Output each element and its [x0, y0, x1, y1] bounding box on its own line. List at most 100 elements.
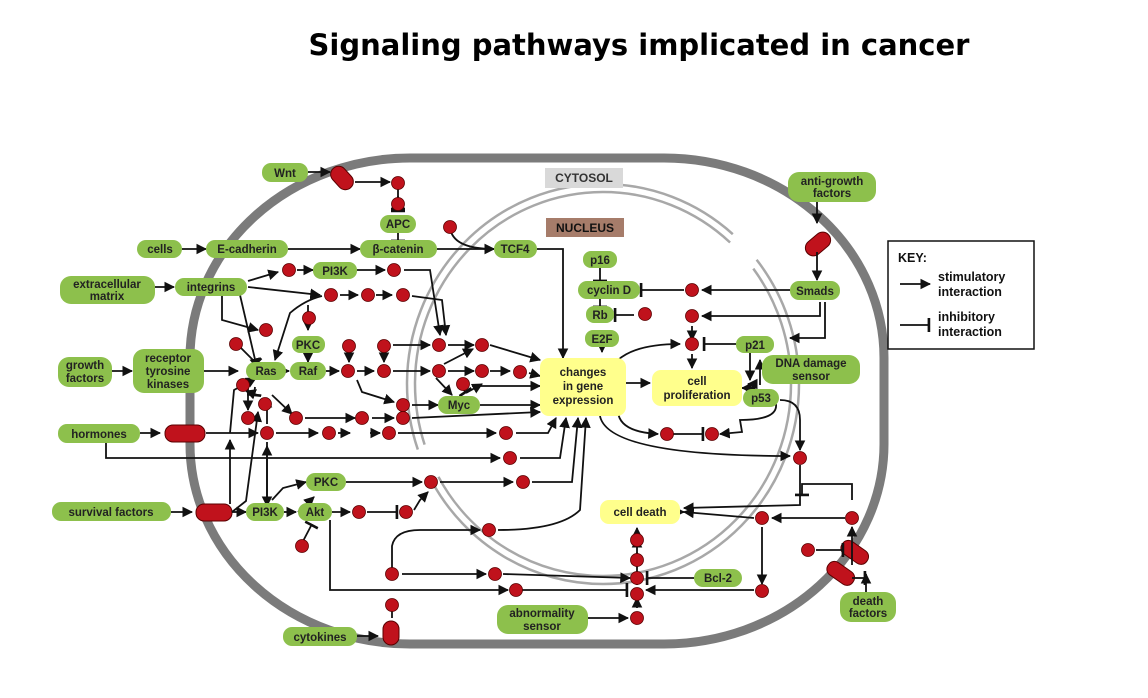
survival-factors-node: survival factors — [52, 502, 171, 521]
svg-text:Bcl-2: Bcl-2 — [704, 573, 732, 585]
svg-text:cells: cells — [147, 244, 173, 256]
receptors — [164, 165, 870, 646]
svg-text:in gene: in gene — [563, 381, 603, 393]
svg-text:Myc: Myc — [448, 400, 471, 412]
p16-node: p16 — [583, 251, 617, 268]
svg-text:cell death: cell death — [613, 507, 666, 519]
wnt-node: Wnt — [262, 163, 308, 182]
svg-text:cytokines: cytokines — [293, 632, 346, 644]
svg-text:matrix: matrix — [90, 291, 125, 303]
anti-growth-factors-node: anti-growth factors — [788, 172, 876, 202]
svg-text:PI3K: PI3K — [252, 507, 278, 519]
svg-text:extracellular: extracellular — [73, 279, 141, 291]
svg-text:factors: factors — [66, 373, 104, 385]
cytokine-receptor — [382, 620, 400, 646]
svg-text:p16: p16 — [590, 255, 610, 267]
beta-catenin-node: β-catenin — [360, 240, 437, 258]
cell-membrane — [185, 153, 889, 649]
cell-death-node: cell death — [600, 500, 680, 524]
cytokines-node: cytokines — [283, 627, 357, 646]
intermediate-nodes — [229, 176, 859, 625]
hormone-receptor — [164, 424, 206, 443]
rb-node: Rb — [586, 306, 614, 323]
dna-damage-sensor-node: DNA damage sensor — [762, 355, 860, 384]
svg-text:receptor: receptor — [145, 353, 192, 365]
svg-text:growth: growth — [66, 360, 104, 372]
pi3k-bottom-node: PI3K — [246, 503, 284, 521]
svg-text:Raf: Raf — [299, 366, 318, 378]
bcl-2-node: Bcl-2 — [694, 569, 742, 587]
legend-key: KEY: stimulatory interaction inhibitory … — [887, 240, 1035, 350]
svg-text:expression: expression — [553, 395, 614, 407]
cyclin-d-node: cyclin D — [578, 281, 640, 299]
svg-text:Wnt: Wnt — [274, 168, 296, 180]
growth-factors-node: growth factors — [58, 357, 112, 387]
svg-text:inhibitory: inhibitory — [938, 310, 995, 324]
svg-text:cell: cell — [687, 376, 706, 388]
integrins-node: integrins — [175, 278, 247, 296]
svg-text:Rb: Rb — [592, 310, 607, 322]
anti-growth-receptor — [804, 231, 832, 257]
tcf4-node: TCF4 — [494, 240, 537, 258]
svg-text:E-cadherin: E-cadherin — [217, 244, 276, 256]
raf-node: Raf — [290, 362, 326, 380]
svg-text:PKC: PKC — [296, 340, 320, 352]
akt-node: Akt — [298, 503, 332, 521]
svg-text:tyrosine: tyrosine — [146, 366, 191, 378]
svg-text:Akt: Akt — [306, 507, 325, 519]
changes-in-gene-expression-node: changes in gene expression — [540, 358, 626, 416]
svg-text:p53: p53 — [751, 393, 771, 405]
svg-text:survival factors: survival factors — [68, 507, 153, 519]
svg-text:factors: factors — [813, 188, 851, 200]
svg-text:kinases: kinases — [147, 379, 189, 391]
diagram-title: Signaling pathways implicated in cancer — [308, 28, 970, 62]
cell-proliferation-node: cell proliferation — [652, 370, 742, 406]
svg-text:interaction: interaction — [938, 285, 1002, 299]
cytosol-label: CYTOSOL — [545, 168, 623, 188]
myc-node: Myc — [438, 396, 480, 414]
nucleus-label: NUCLEUS — [546, 218, 624, 237]
p53-node: p53 — [743, 389, 779, 407]
svg-text:changes: changes — [560, 367, 607, 379]
svg-text:KEY:: KEY: — [898, 251, 927, 265]
e2f-node: E2F — [585, 330, 619, 347]
abnormality-sensor-node: abnormality sensor — [497, 605, 588, 634]
receptor-tyrosine-kinases-node: receptor tyrosine kinases — [133, 349, 204, 393]
death-receptor-b — [826, 560, 856, 586]
svg-text:β-catenin: β-catenin — [372, 244, 423, 256]
survival-receptor — [195, 503, 233, 522]
svg-text:proliferation: proliferation — [663, 390, 730, 402]
svg-text:interaction: interaction — [938, 325, 1002, 339]
e-cadherin-node: E-cadherin — [206, 240, 288, 258]
p21-node: p21 — [736, 336, 774, 353]
cells-node: cells — [137, 240, 182, 258]
svg-text:CYTOSOL: CYTOSOL — [555, 171, 613, 185]
svg-text:E2F: E2F — [591, 334, 612, 346]
svg-text:DNA damage: DNA damage — [775, 358, 846, 370]
svg-text:factors: factors — [849, 608, 887, 620]
extracellular-matrix-node: extracellular matrix — [60, 276, 155, 304]
svg-text:hormones: hormones — [71, 429, 127, 441]
smads-node: Smads — [790, 281, 840, 300]
svg-text:APC: APC — [386, 219, 410, 231]
svg-text:abnormality: abnormality — [509, 608, 575, 620]
pkc-top-node: PKC — [292, 336, 325, 353]
svg-text:Ras: Ras — [255, 366, 276, 378]
apc-node: APC — [380, 215, 416, 233]
svg-text:stimulatory: stimulatory — [938, 270, 1005, 284]
svg-text:anti-growth: anti-growth — [801, 176, 864, 188]
svg-text:death: death — [853, 596, 884, 608]
ras-node: Ras — [246, 362, 286, 380]
hormones-node: hormones — [58, 424, 140, 443]
wnt-receptor — [330, 165, 354, 191]
svg-text:PKC: PKC — [314, 477, 338, 489]
svg-text:integrins: integrins — [187, 282, 236, 294]
death-factors-node: death factors — [840, 592, 896, 622]
svg-text:cyclin D: cyclin D — [587, 285, 631, 297]
svg-text:sensor: sensor — [792, 371, 830, 383]
pkc-bottom-node: PKC — [306, 473, 346, 491]
svg-text:sensor: sensor — [523, 621, 561, 633]
svg-text:PI3K: PI3K — [322, 266, 348, 278]
svg-text:NUCLEUS: NUCLEUS — [556, 221, 614, 235]
